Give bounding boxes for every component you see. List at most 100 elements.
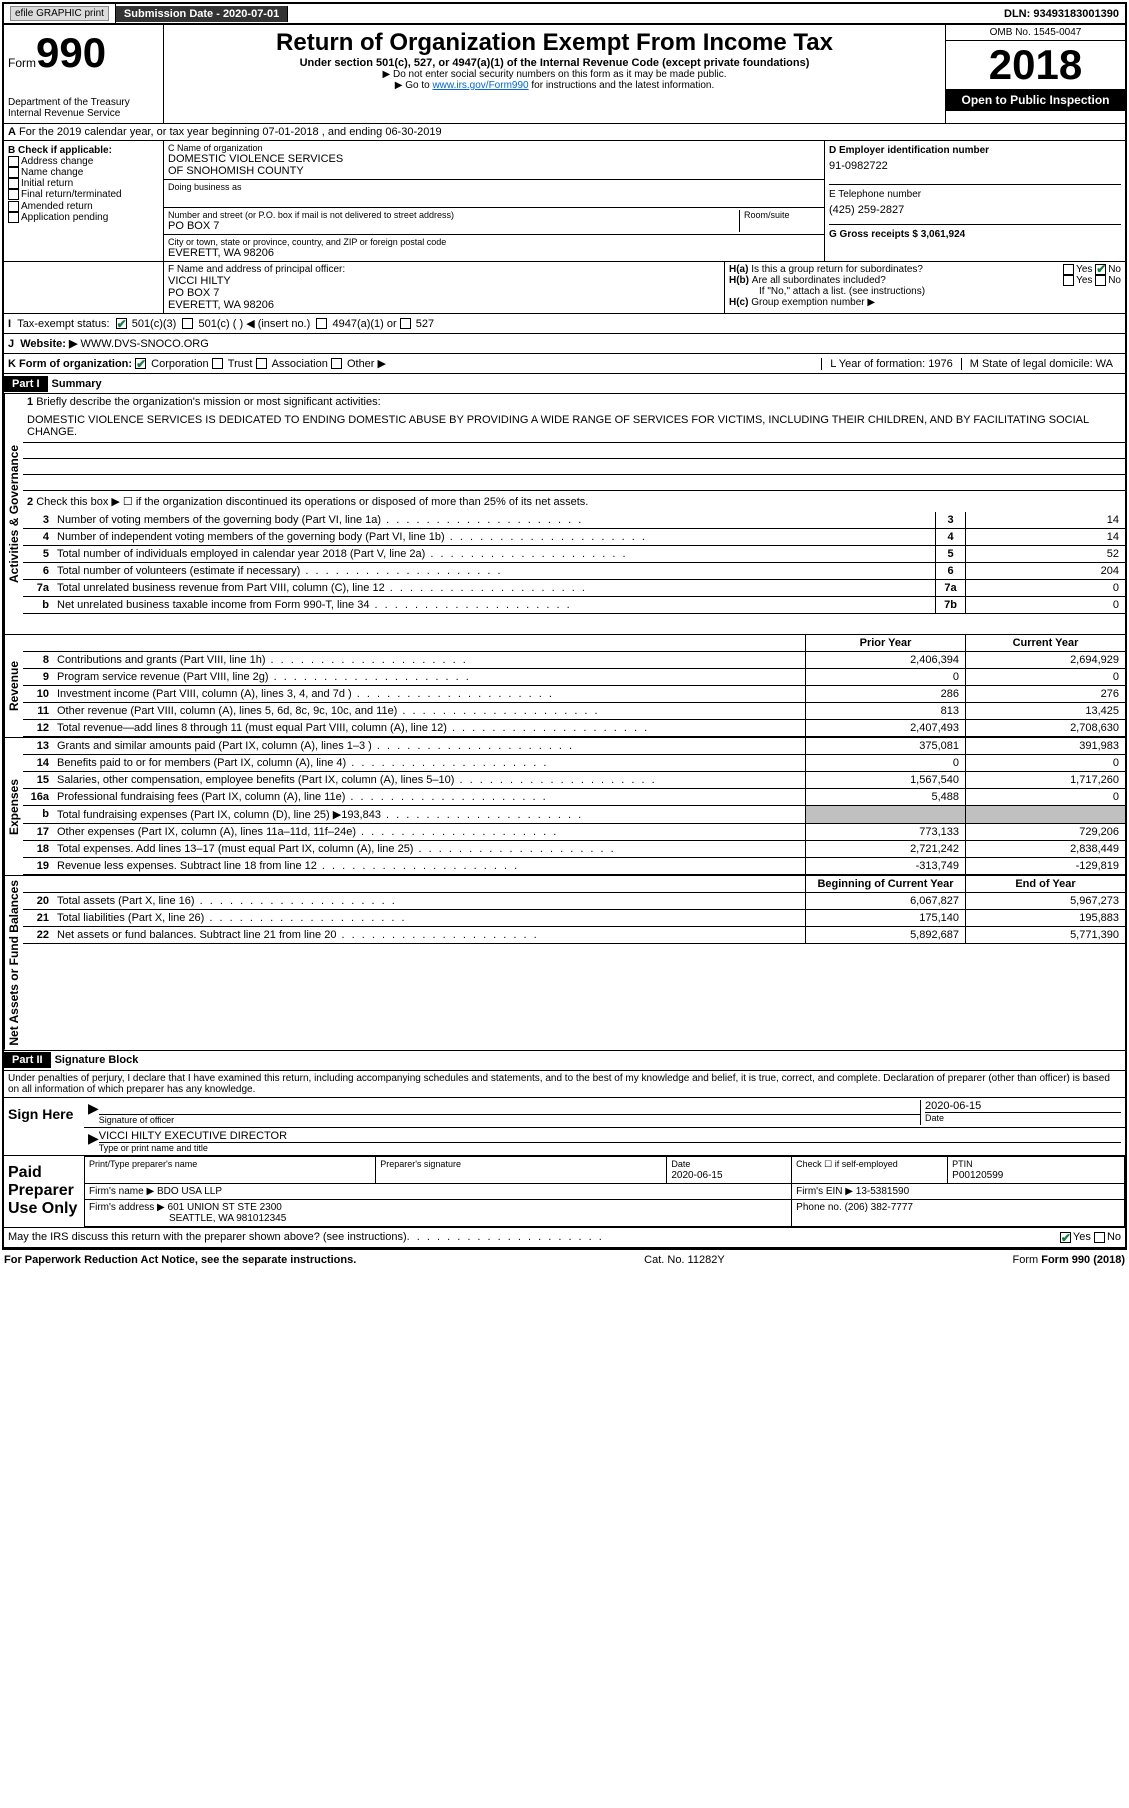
firm-addr1: 601 UNION ST STE 2300 [168,1202,282,1213]
city-value: EVERETT, WA 98206 [168,247,820,259]
cb-527[interactable] [400,318,411,329]
submission-date: Submission Date - 2020-07-01 [116,6,288,22]
part1-title: Summary [48,378,102,390]
cb-final[interactable]: Final return/terminated [8,189,159,200]
dln: DLN: 93493183001390 [998,6,1125,22]
cb-4947[interactable] [316,318,327,329]
ein-label: D Employer identification number [829,145,1121,156]
section-b: B Check if applicable: Address change Na… [4,141,164,261]
phone-label: E Telephone number [829,184,1121,200]
street-box: Number and street (or P.O. box if mail i… [164,208,824,235]
line-21: 21 Total liabilities (Part X, line 26) 1… [23,910,1125,927]
paid-preparer-section: Paid Preparer Use Only Print/Type prepar… [4,1156,1125,1228]
cb-other[interactable] [331,358,342,369]
preparer-table: Print/Type preparer's name Preparer's si… [84,1156,1125,1227]
section-i: I Tax-exempt status: 501(c)(3) 501(c) ( … [4,314,1125,334]
line-14: 14 Benefits paid to or for members (Part… [23,755,1125,772]
revenue-section: Revenue Prior Year Current Year 8 Contri… [4,635,1125,738]
sig-date: 2020-06-15 [925,1100,1121,1112]
line-19: 19 Revenue less expenses. Subtract line … [23,858,1125,875]
gov-line-3: 3 Number of voting members of the govern… [23,512,1125,529]
website-value: WWW.DVS-SNOCO.ORG [80,338,208,350]
firm-addr2: SEATTLE, WA 981012345 [89,1213,286,1224]
sign-here-label: Sign Here [4,1098,84,1155]
vert-netassets: Net Assets or Fund Balances [4,876,23,1050]
footer: For Paperwork Reduction Act Notice, see … [0,1252,1129,1268]
section-deg: D Employer identification number 91-0982… [825,141,1125,261]
cb-discuss-no[interactable] [1094,1232,1105,1243]
note-link: ▶ Go to www.irs.gov/Form990 for instruct… [168,80,941,91]
expenses-section: Expenses 13 Grants and similar amounts p… [4,738,1125,876]
section-bcd: B Check if applicable: Address change Na… [4,141,1125,262]
line-8: 8 Contributions and grants (Part VIII, l… [23,652,1125,669]
part2-title: Signature Block [51,1054,139,1066]
efile-btn[interactable]: efile GRAPHIC print [4,4,116,23]
line-13: 13 Grants and similar amounts paid (Part… [23,738,1125,755]
mission-text: DOMESTIC VIOLENCE SERVICES IS DEDICATED … [23,410,1125,443]
year-header-row: Prior Year Current Year [23,635,1125,652]
gov-line-b: b Net unrelated business taxable income … [23,597,1125,614]
part2-header: Part II [4,1052,51,1068]
section-b-label: B Check if applicable: [8,145,159,156]
open-public: Open to Public Inspection [946,89,1125,111]
part1-header-row: Part I Summary [4,374,1125,394]
officer-name-title: VICCI HILTY EXECUTIVE DIRECTOR [99,1130,1121,1143]
cb-assoc[interactable] [256,358,267,369]
form-990-container: efile GRAPHIC print Submission Date - 20… [2,2,1127,1250]
paperwork-notice: For Paperwork Reduction Act Notice, see … [4,1254,356,1266]
form-ref: Form Form 990 (2018) [1013,1254,1126,1266]
netassets-section: Net Assets or Fund Balances Beginning of… [4,876,1125,1051]
arrow-icon: ▶ [88,1130,99,1153]
officer-city: EVERETT, WA 98206 [168,299,720,311]
efile-button[interactable]: efile GRAPHIC print [10,6,109,21]
part2-header-row: Part II Signature Block [4,1051,1125,1071]
prep-date: 2020-06-15 [671,1170,722,1181]
line-10: 10 Investment income (Part VIII, column … [23,686,1125,703]
cb-amended[interactable]: Amended return [8,201,159,212]
arrow-icon: ▶ [88,1100,99,1125]
cb-trust[interactable] [212,358,223,369]
dept-label: Department of the Treasury [8,97,159,108]
ptin-value: P00120599 [952,1170,1003,1181]
current-year-header: Current Year [965,635,1125,651]
vert-activities: Activities & Governance [4,394,23,634]
sig-officer-label: Signature of officer [99,1114,920,1125]
end-year-header: End of Year [965,876,1125,892]
org-name-box: C Name of organization DOMESTIC VIOLENCE… [164,141,824,180]
tax-year: 2018 [946,41,1125,89]
street-value: PO BOX 7 [168,220,739,232]
cb-501c[interactable] [182,318,193,329]
cb-501c3[interactable] [116,318,127,329]
year-formation: L Year of formation: 1976 [821,358,961,370]
cb-discuss-yes[interactable] [1060,1232,1071,1243]
line-17: 17 Other expenses (Part IX, column (A), … [23,824,1125,841]
section-f: F Name and address of principal officer:… [164,262,725,313]
cb-initial[interactable]: Initial return [8,178,159,189]
omb-number: OMB No. 1545-0047 [946,25,1125,41]
part1-header: Part I [4,376,48,392]
line-12: 12 Total revenue—add lines 8 through 11 … [23,720,1125,737]
paid-preparer-label: Paid Preparer Use Only [4,1156,84,1227]
cat-number: Cat. No. 11282Y [644,1254,725,1266]
section-a: A For the 2019 calendar year, or tax yea… [4,124,1125,141]
irs-link[interactable]: www.irs.gov/Form990 [432,80,528,91]
line-15: 15 Salaries, other compensation, employe… [23,772,1125,789]
vert-expenses: Expenses [4,738,23,875]
cb-name[interactable]: Name change [8,167,159,178]
form-title: Return of Organization Exempt From Incom… [168,29,941,57]
header-left: Form990 Department of the Treasury Inter… [4,25,164,123]
top-bar: efile GRAPHIC print Submission Date - 20… [4,4,1125,25]
gov-line-7a: 7a Total unrelated business revenue from… [23,580,1125,597]
vert-revenue: Revenue [4,635,23,737]
cb-address[interactable]: Address change [8,156,159,167]
ein-value: 91-0982722 [829,156,1121,184]
header-center: Return of Organization Exempt From Incom… [164,25,945,123]
org-name-1: DOMESTIC VIOLENCE SERVICES [168,153,820,165]
form-number: 990 [36,29,106,76]
section-j: J Website: ▶ WWW.DVS-SNOCO.ORG [4,334,1125,354]
line-2: 2 Check this box ▶ ☐ if the organization… [23,491,1125,512]
section-c: C Name of organization DOMESTIC VIOLENCE… [164,141,825,261]
prior-year-header: Prior Year [805,635,965,651]
cb-pending[interactable]: Application pending [8,212,159,223]
cb-corp[interactable] [135,358,146,369]
